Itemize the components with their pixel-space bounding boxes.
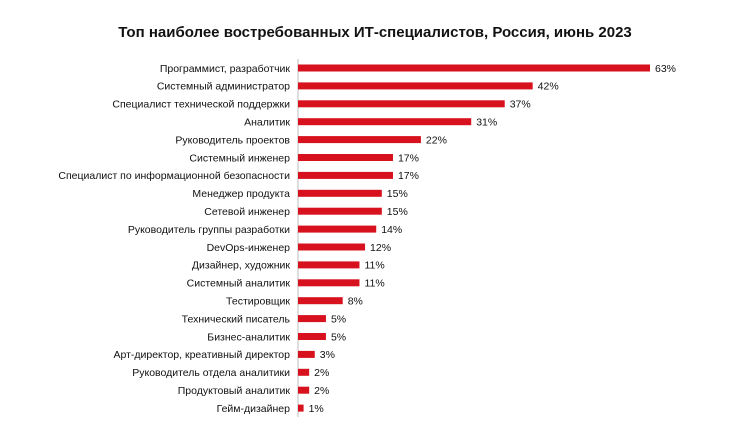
category-label: Руководитель проектов <box>175 134 290 146</box>
value-label: 22% <box>426 134 447 146</box>
value-label: 3% <box>320 349 335 361</box>
bar <box>298 386 310 394</box>
category-label: Руководитель группы разработки <box>128 224 290 236</box>
value-label: 15% <box>387 206 408 218</box>
bar <box>298 171 393 179</box>
bar <box>298 333 326 340</box>
bar <box>298 350 315 358</box>
category-label: Продуктовый аналитик <box>178 385 291 397</box>
category-label: Арт-директор, креативный директор <box>113 349 290 361</box>
bar <box>298 136 421 144</box>
value-label: 12% <box>370 242 391 254</box>
category-label: Руководитель отдела аналитики <box>132 367 290 379</box>
category-label: Аналитик <box>244 117 290 129</box>
value-label: 11% <box>364 278 384 290</box>
chart-title: Топ наиболее востребованных ИТ-специалис… <box>118 24 632 41</box>
bar <box>298 154 393 161</box>
bar <box>298 189 382 197</box>
category-label: Менеджер продукта <box>192 188 290 200</box>
bar <box>298 297 343 305</box>
value-label: 2% <box>314 385 329 397</box>
value-label: 42% <box>538 81 559 93</box>
bar <box>298 118 472 126</box>
bar <box>298 64 650 72</box>
value-label: 63% <box>655 63 676 75</box>
category-label: Дизайнер, художник <box>192 260 290 272</box>
value-label: 14% <box>381 224 402 236</box>
bar <box>298 261 360 269</box>
category-label: DevOps-инженер <box>207 242 291 254</box>
bar <box>298 225 377 233</box>
value-label: 2% <box>314 367 329 379</box>
bar <box>298 100 505 108</box>
bar <box>298 404 304 412</box>
bar <box>298 243 366 251</box>
value-label: 11% <box>364 260 384 272</box>
value-label: 17% <box>398 152 419 164</box>
value-label: 8% <box>348 296 363 308</box>
bar <box>298 368 310 376</box>
value-label: 17% <box>398 170 419 182</box>
category-label: Специалист по информационной безопасност… <box>58 170 290 182</box>
bar <box>298 279 360 287</box>
category-label: Системный аналитик <box>187 278 291 290</box>
bar <box>298 207 382 215</box>
value-label: 31% <box>476 117 497 129</box>
category-label: Системный инженер <box>189 152 290 164</box>
bar <box>298 82 533 90</box>
category-label: Сетевой инженер <box>204 206 290 218</box>
bars <box>298 64 650 412</box>
category-label: Системный администратор <box>157 81 290 93</box>
value-label: 5% <box>331 313 346 325</box>
bar <box>298 315 326 323</box>
value-label: 15% <box>387 188 408 200</box>
category-label: Специалист технической поддержки <box>112 99 290 111</box>
category-label: Программист, разработчик <box>160 63 291 75</box>
value-label: 37% <box>510 99 531 111</box>
category-label: Технический писатель <box>182 313 291 325</box>
value-label: 5% <box>331 331 346 343</box>
category-labels: Программист, разработчик Системный админи… <box>58 63 290 415</box>
category-label: Бизнес-аналитик <box>207 331 290 343</box>
category-label: Тестировщик <box>226 296 290 308</box>
value-label: 1% <box>309 403 324 415</box>
category-label: Гейм-дизайнер <box>217 403 291 415</box>
value-labels: 63%42%37%31%22%17%17%15%15%14%12%11%11%8… <box>309 63 676 415</box>
